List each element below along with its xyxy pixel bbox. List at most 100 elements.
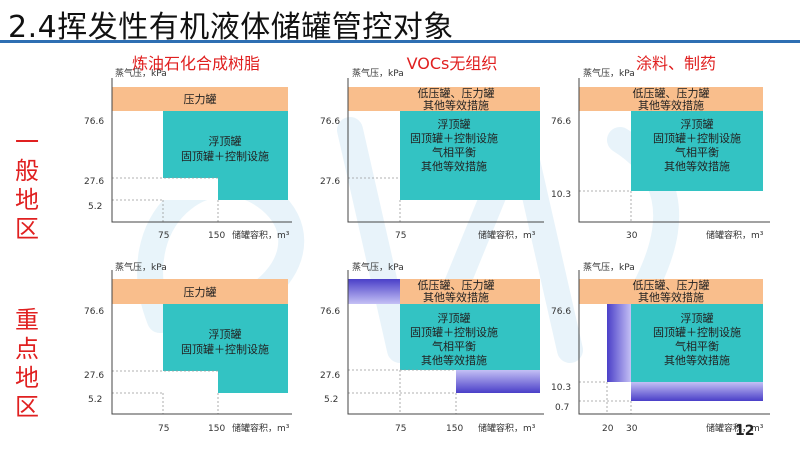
row-label-char: 地 <box>15 364 39 392</box>
y-axis-label: 蒸气压，kPa <box>352 67 404 79</box>
zone-text: 其他等效措施 <box>423 290 489 304</box>
column-title-coating: 涂料、制药 <box>635 54 717 73</box>
low-pressure-zone <box>579 279 763 304</box>
y-tick: 76.6 <box>551 307 571 317</box>
row-label-char: 般 <box>15 157 39 185</box>
y-axis-label: 蒸气压，kPa <box>583 261 635 273</box>
y-tick: 5.2 <box>88 395 102 405</box>
x-tick: 150 <box>208 231 225 241</box>
x-tick: 30 <box>626 231 638 241</box>
panel-key-petro: 蒸气压，kPa 储罐容积，m³ 76.6 27.6 5.2 75 150 压力罐… <box>84 261 292 434</box>
column-title-petro: 炼油石化合成树脂 <box>131 54 261 73</box>
extended-control-zone <box>631 382 763 401</box>
page-title: 2.4挥发性有机液体储罐管控对象 <box>8 10 454 45</box>
low-pressure-zone <box>579 87 763 111</box>
panel-key-vocs: 蒸气压，kPa 储罐容积，m³ 76.6 27.6 5.2 75 150 低压罐… <box>320 261 544 434</box>
zone-text: 压力罐 <box>184 286 217 299</box>
zone-text: 固顶罐＋控制设施 <box>653 131 741 145</box>
zone-text: 其他等效措施 <box>421 353 487 367</box>
page-number: 12 <box>735 423 755 439</box>
panel-general-petro: 蒸气压，kPa 储罐容积，m³ 76.6 27.6 5.2 75 150 压力罐… <box>84 67 292 241</box>
y-tick: 10.3 <box>551 190 571 200</box>
y-tick: 27.6 <box>320 371 340 381</box>
zone-text: 浮顶罐 <box>438 118 471 131</box>
zone-text: 其他等效措施 <box>664 353 730 367</box>
x-tick: 75 <box>158 231 169 241</box>
y-tick: 76.6 <box>320 307 340 317</box>
row-label-char: 重 <box>15 306 39 334</box>
floating-roof-zone <box>631 111 763 191</box>
panel-general-vocs: 蒸气压，kPa 储罐容积，m³ 76.6 27.6 75 低压罐、压力罐 其他等… <box>320 67 544 241</box>
title-underline <box>0 40 800 43</box>
zone-text: 其他等效措施 <box>423 98 489 112</box>
zone-text: 浮顶罐 <box>681 312 714 325</box>
y-axis-label: 蒸气压，kPa <box>352 261 404 273</box>
y-tick: 27.6 <box>84 371 104 381</box>
zone-text: 气相平衡 <box>432 339 476 353</box>
y-axis-label: 蒸气压，kPa <box>115 67 167 79</box>
exempt-notch <box>163 178 218 200</box>
zone-text: 固顶罐＋控制设施 <box>410 325 498 339</box>
zone-text: 其他等效措施 <box>638 98 704 112</box>
y-axis-label: 蒸气压，kPa <box>115 261 167 273</box>
floating-roof-zone <box>400 111 540 200</box>
row-label-char: 区 <box>15 393 39 421</box>
x-tick: 75 <box>395 424 406 434</box>
x-axis-label: 储罐容积，m³ <box>478 229 536 241</box>
y-tick: 76.6 <box>84 307 104 317</box>
extended-control-zone <box>348 279 400 304</box>
x-tick: 20 <box>602 424 614 434</box>
x-tick: 75 <box>395 231 406 241</box>
exempt-notch <box>163 371 218 393</box>
row-label-general: 一般地区 <box>14 128 40 244</box>
zone-text: 低压罐、压力罐 <box>418 87 495 100</box>
zone-text: 低压罐、压力罐 <box>633 87 710 100</box>
y-tick: 76.6 <box>551 117 571 127</box>
y-tick: 27.6 <box>84 177 104 187</box>
zone-text: 浮顶罐 <box>438 312 471 325</box>
floating-roof-zone <box>400 304 540 370</box>
extended-control-zone <box>607 304 631 382</box>
x-axis-label: 储罐容积，m³ <box>706 422 764 434</box>
x-axis-label: 储罐容积，m³ <box>232 422 290 434</box>
x-axis-label: 储罐容积，m³ <box>478 422 536 434</box>
x-tick: 75 <box>158 424 169 434</box>
y-tick: 5.2 <box>88 202 102 212</box>
zone-text: 气相平衡 <box>675 339 719 353</box>
zone-text: 固顶罐＋控制设施 <box>181 342 269 356</box>
row-label-char: 点 <box>15 335 39 363</box>
x-tick: 150 <box>446 424 463 434</box>
row-label-char: 一 <box>15 128 39 156</box>
column-title-vocs: VOCs无组织 <box>406 54 498 73</box>
x-axis-label: 储罐容积，m³ <box>232 229 290 241</box>
zone-text: 气相平衡 <box>675 145 719 159</box>
zone-text: 低压罐、压力罐 <box>418 279 495 292</box>
x-tick: 150 <box>208 424 225 434</box>
zone-text: 其他等效措施 <box>664 159 730 173</box>
panel-key-coating: 蒸气压，kPa 储罐容积，m³ 76.6 10.3 0.7 20 30 低压罐、… <box>551 261 770 434</box>
x-tick: 30 <box>626 424 638 434</box>
floating-roof-zone <box>631 304 763 382</box>
y-axis-label: 蒸气压，kPa <box>583 67 635 79</box>
low-pressure-zone <box>348 87 540 111</box>
row-label-key: 重点地区 <box>14 306 40 422</box>
zone-text: 固顶罐＋控制设施 <box>653 325 741 339</box>
zone-text: 低压罐、压力罐 <box>633 279 710 292</box>
zone-text: 其他等效措施 <box>421 159 487 173</box>
pressure-tank-zone <box>112 279 288 304</box>
zone-text: 固顶罐＋控制设施 <box>410 131 498 145</box>
panel-general-coating: 蒸气压，kPa 储罐容积，m³ 76.6 10.3 30 低压罐、压力罐 其他等… <box>551 67 770 241</box>
zone-text: 浮顶罐 <box>209 135 242 148</box>
zone-text: 气相平衡 <box>432 145 476 159</box>
zone-text: 其他等效措施 <box>638 290 704 304</box>
y-tick: 76.6 <box>320 117 340 127</box>
zone-text: 浮顶罐 <box>681 118 714 131</box>
x-axis-label: 储罐容积，m³ <box>706 229 764 241</box>
extended-control-zone <box>456 370 540 393</box>
zone-text: 压力罐 <box>184 93 217 106</box>
row-label-char: 地 <box>15 186 39 214</box>
low-pressure-zone <box>400 279 540 304</box>
y-tick: 0.7 <box>555 403 569 413</box>
pressure-tank-zone <box>112 87 288 111</box>
